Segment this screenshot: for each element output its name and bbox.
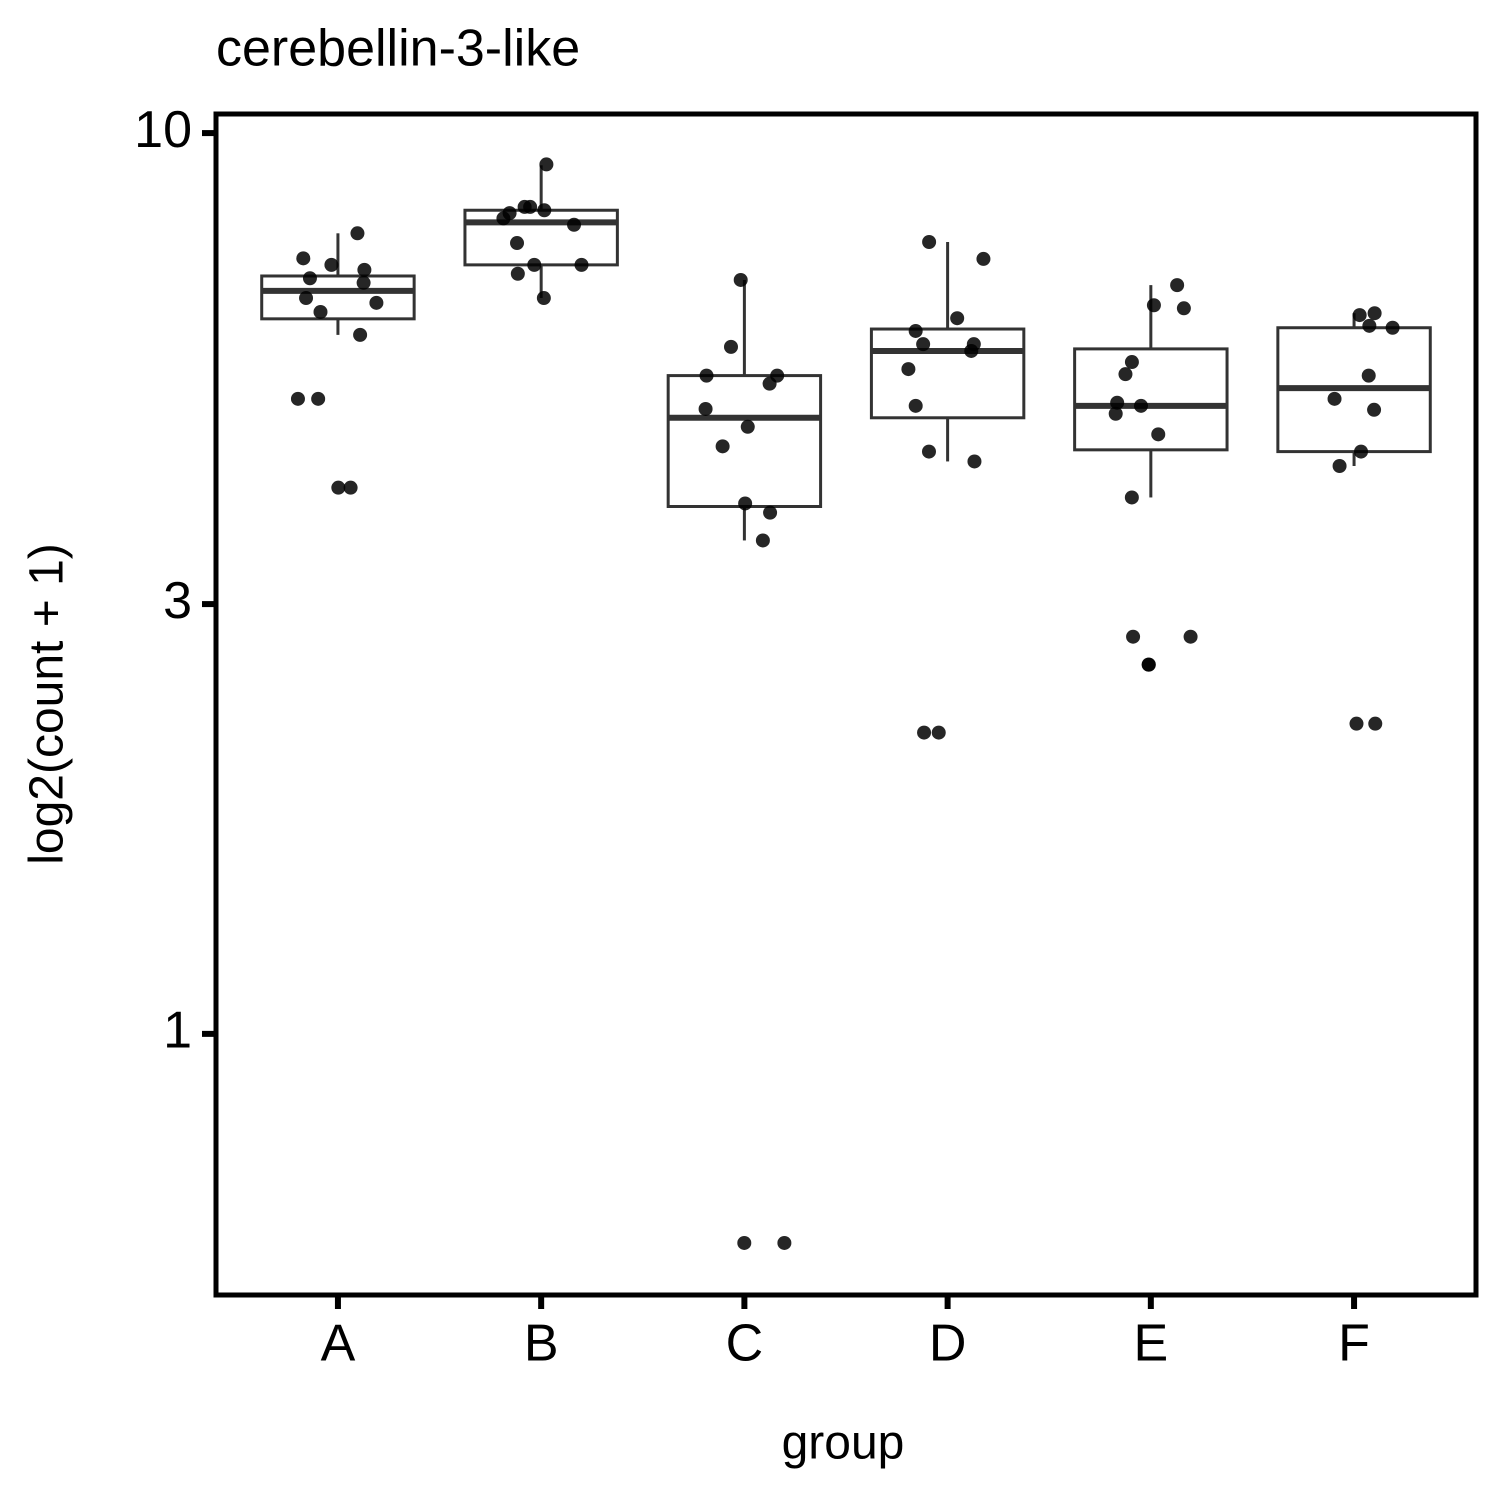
- point: [922, 234, 937, 249]
- point: [574, 257, 589, 272]
- point: [1354, 444, 1369, 459]
- point: [369, 295, 384, 310]
- point: [1118, 367, 1133, 382]
- point: [740, 419, 755, 434]
- point: [356, 275, 371, 290]
- point: [510, 266, 525, 281]
- point: [699, 368, 714, 383]
- point: [738, 496, 753, 511]
- point: [976, 251, 991, 266]
- point: [302, 271, 317, 286]
- point: [1110, 395, 1125, 410]
- box: [869, 327, 1026, 420]
- x-tick-label: B: [524, 1315, 559, 1373]
- y-tick-label: 1: [163, 1002, 192, 1060]
- point: [353, 327, 368, 342]
- point: [1367, 306, 1382, 321]
- point: [901, 362, 916, 377]
- box: [463, 208, 619, 267]
- x-tick-label: C: [726, 1315, 764, 1373]
- box: [666, 374, 823, 508]
- y-tick-label: 3: [163, 572, 192, 630]
- point: [777, 1235, 792, 1250]
- point: [539, 157, 554, 172]
- x-tick-label: A: [321, 1315, 356, 1373]
- point: [537, 203, 552, 218]
- point: [517, 199, 532, 214]
- point: [737, 1235, 752, 1250]
- point: [1183, 629, 1198, 644]
- point: [921, 444, 936, 459]
- x-tick-label: D: [929, 1315, 967, 1373]
- point: [931, 725, 946, 740]
- point: [1349, 716, 1364, 731]
- point: [917, 725, 932, 740]
- box: [260, 274, 416, 321]
- point: [755, 533, 770, 548]
- point: [331, 480, 346, 495]
- point: [311, 391, 326, 406]
- plot-frame: [213, 111, 1479, 1298]
- point: [350, 226, 365, 241]
- point: [1368, 716, 1383, 731]
- point: [1385, 320, 1400, 335]
- point: [733, 272, 748, 287]
- chart-title: cerebellin-3-like: [216, 20, 580, 78]
- point: [324, 257, 339, 272]
- point: [299, 291, 314, 306]
- point: [536, 291, 551, 306]
- point: [1352, 308, 1367, 323]
- point: [1133, 398, 1148, 413]
- point: [1367, 402, 1382, 417]
- point: [296, 251, 311, 266]
- point: [916, 337, 931, 352]
- point: [1124, 490, 1139, 505]
- point: [1332, 458, 1347, 473]
- point: [1170, 278, 1185, 293]
- point: [964, 343, 979, 358]
- point: [496, 211, 511, 226]
- point: [1327, 391, 1342, 406]
- point: [908, 323, 923, 338]
- point: [1141, 657, 1156, 672]
- y-axis-title: log2(count + 1): [21, 543, 74, 865]
- point: [1124, 355, 1139, 370]
- x-tick-label: E: [1133, 1315, 1168, 1373]
- point: [950, 311, 965, 326]
- point: [527, 257, 542, 272]
- point: [1151, 427, 1166, 442]
- point: [343, 480, 358, 495]
- point: [313, 304, 328, 319]
- point: [1126, 629, 1141, 644]
- point: [1361, 368, 1376, 383]
- point: [290, 391, 305, 406]
- box: [1073, 347, 1229, 452]
- point: [723, 339, 738, 354]
- point: [1146, 298, 1161, 313]
- point: [762, 376, 777, 391]
- point: [357, 262, 372, 277]
- point: [715, 439, 730, 454]
- point: [908, 398, 923, 413]
- point: [698, 401, 713, 416]
- point: [510, 236, 525, 251]
- point: [1176, 301, 1191, 316]
- point: [763, 505, 778, 520]
- point: [1362, 318, 1377, 333]
- x-tick-label: F: [1338, 1315, 1370, 1373]
- point: [567, 217, 582, 232]
- point: [1108, 406, 1123, 421]
- point: [967, 454, 982, 469]
- y-tick-label: 10: [134, 101, 192, 159]
- x-axis-title: group: [782, 1417, 905, 1470]
